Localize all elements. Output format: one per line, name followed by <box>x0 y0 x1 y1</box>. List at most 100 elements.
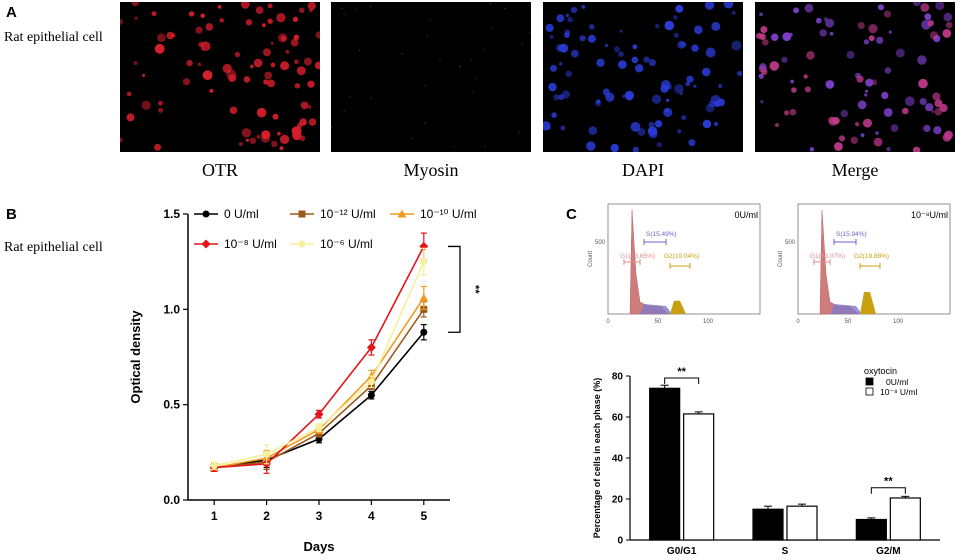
legend-label: 10⁻⁸ U/ml <box>880 387 917 397</box>
cell-signal <box>249 137 257 144</box>
cell-signal <box>545 23 554 32</box>
cell-signal <box>308 118 317 126</box>
cell-signal <box>694 25 703 35</box>
cell-signal <box>219 18 224 23</box>
cell-signal <box>559 62 563 66</box>
legend-swatch <box>865 377 874 386</box>
background-speck <box>423 122 426 124</box>
histogram-x-tick: 0 <box>606 319 610 325</box>
data-point <box>263 450 271 458</box>
cell-signal <box>782 32 792 42</box>
cell-signal <box>731 10 736 15</box>
cell-signal <box>277 33 288 43</box>
cell-signal <box>865 89 869 93</box>
cell-signal <box>314 61 323 70</box>
y-tick-label: 1.5 <box>163 207 180 221</box>
cell-signal <box>838 135 846 142</box>
cell-signal <box>863 39 869 45</box>
cell-signal <box>704 0 715 10</box>
cell-signal <box>935 1 945 11</box>
cell-signal <box>157 33 166 42</box>
cell-signal <box>229 106 238 115</box>
micrograph-myosin <box>330 2 531 152</box>
significance-bracket <box>448 245 461 333</box>
cell-signal <box>581 4 586 9</box>
y-axis-title: Optical density <box>128 310 143 404</box>
background-speck <box>410 137 413 139</box>
cell-signal <box>760 26 768 34</box>
cell-signal <box>702 119 712 129</box>
cell-signal <box>296 66 306 76</box>
data-point <box>367 378 375 386</box>
cell-signal <box>666 84 672 91</box>
legend-swatch <box>865 387 874 396</box>
cell-signal <box>760 100 764 104</box>
data-point <box>202 210 210 218</box>
cell-signal <box>276 13 286 23</box>
cell-signal <box>685 81 690 87</box>
cell-signal <box>567 16 573 23</box>
data-point <box>420 328 428 336</box>
cell-signal <box>929 31 939 40</box>
s-phase-region <box>640 304 672 314</box>
cell-signal <box>624 90 634 100</box>
cell-signal <box>217 5 222 9</box>
cell-signal <box>158 107 164 113</box>
x-tick-label: S <box>782 546 789 557</box>
cell-signal <box>884 67 892 74</box>
data-point <box>298 210 306 218</box>
cell-signal <box>267 18 273 24</box>
cell-signal <box>943 12 953 22</box>
cell-signal <box>673 15 678 20</box>
cell-signal <box>195 26 203 34</box>
flow-histogram-oxytocin: 10⁻⁸U/mlCount500050100PI PE-A(× 10³)S(15… <box>778 203 951 325</box>
cell-signal <box>556 44 564 52</box>
cell-signal <box>789 32 793 37</box>
cell-signal <box>759 63 767 71</box>
cell-signal <box>307 80 315 88</box>
cell-signal <box>586 141 596 151</box>
cell-signal <box>902 107 909 115</box>
cell-signal <box>589 24 595 30</box>
cell-signal <box>939 103 948 113</box>
cell-signal <box>197 62 202 67</box>
cell-signal <box>182 78 191 86</box>
background-speck <box>424 85 426 87</box>
cell-signal <box>126 113 135 122</box>
cell-signal <box>222 63 232 74</box>
background-speck <box>429 19 431 21</box>
background-speck <box>504 8 506 10</box>
cell-signal <box>688 139 696 147</box>
gate-label: G1(63.07%) <box>810 253 845 260</box>
cell-signal <box>825 18 835 28</box>
cell-signal <box>141 100 151 110</box>
cell-signal <box>256 108 265 116</box>
cell-signal <box>675 4 684 13</box>
legend-label: 0U/ml <box>886 377 908 387</box>
cell-signal <box>267 3 273 9</box>
cell-signal <box>618 60 627 69</box>
cell-signal <box>881 91 889 100</box>
cell-signal <box>279 146 284 151</box>
cell-signal <box>564 32 570 38</box>
cell-signal <box>878 4 884 11</box>
background-speck <box>518 131 520 134</box>
cell-signal <box>860 133 865 138</box>
cell-signal <box>604 43 609 48</box>
cell-signal <box>201 47 205 51</box>
cell-signal <box>549 34 554 39</box>
cell-signal <box>294 83 301 89</box>
cell-signal <box>875 131 879 136</box>
cell-signal <box>205 23 214 31</box>
cell-signal <box>769 61 780 71</box>
cell-signal <box>758 73 764 79</box>
cell-signal <box>942 133 952 142</box>
significance-label: ** <box>469 285 481 294</box>
data-point <box>420 258 428 266</box>
gate-label: G2(10.04%) <box>664 253 699 260</box>
background-speck <box>483 49 486 51</box>
data-point <box>210 462 218 470</box>
cell-signal <box>556 14 565 23</box>
cell-signal <box>256 134 261 139</box>
cell-signal <box>857 100 867 110</box>
